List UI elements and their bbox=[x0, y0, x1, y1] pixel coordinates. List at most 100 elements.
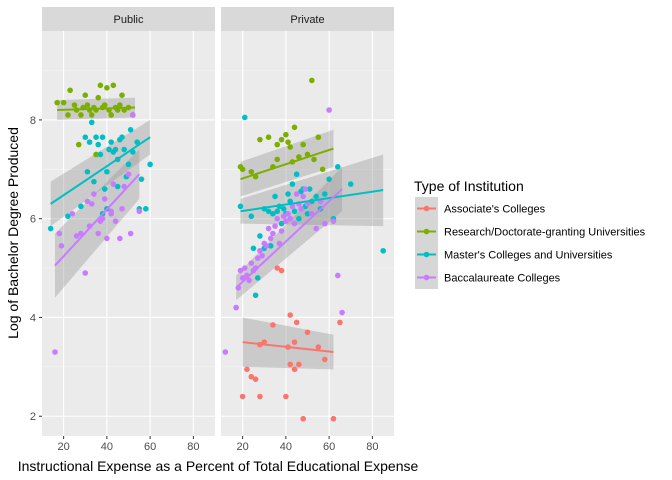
data-point bbox=[330, 218, 337, 224]
data-point bbox=[326, 176, 332, 182]
data-point bbox=[127, 126, 134, 133]
data-point bbox=[254, 255, 261, 261]
legend-key-point bbox=[423, 274, 430, 281]
y-tick-label: 8 bbox=[30, 115, 36, 127]
data-point bbox=[58, 243, 65, 249]
data-point bbox=[69, 210, 76, 217]
data-point bbox=[259, 252, 265, 259]
data-point bbox=[291, 124, 298, 131]
y-tick-label: 4 bbox=[30, 312, 36, 324]
data-point bbox=[130, 112, 136, 118]
data-point bbox=[311, 156, 317, 163]
data-point bbox=[274, 265, 281, 271]
data-point bbox=[250, 245, 257, 252]
data-point bbox=[287, 215, 294, 222]
data-point bbox=[82, 92, 89, 99]
data-point bbox=[136, 208, 143, 215]
data-point bbox=[119, 134, 125, 140]
x-ticks-public: 20 40 60 80 bbox=[58, 436, 200, 453]
data-point bbox=[71, 102, 78, 108]
strip-label-public: Public bbox=[114, 14, 144, 26]
x-tick-label: 40 bbox=[101, 441, 113, 453]
data-point bbox=[110, 181, 117, 187]
confidence-band bbox=[242, 317, 334, 370]
data-point bbox=[138, 176, 145, 182]
data-point bbox=[322, 356, 328, 363]
data-point bbox=[78, 203, 84, 210]
data-point bbox=[143, 206, 149, 212]
data-point bbox=[380, 247, 386, 254]
data-point bbox=[291, 208, 298, 215]
data-point bbox=[313, 193, 319, 200]
data-point bbox=[88, 112, 95, 118]
data-point bbox=[330, 415, 337, 422]
data-point bbox=[285, 139, 291, 145]
fit-line bbox=[50, 136, 151, 205]
points-private bbox=[222, 77, 386, 422]
data-point bbox=[293, 191, 300, 197]
strip-private bbox=[221, 7, 394, 31]
data-point bbox=[257, 136, 263, 143]
data-point bbox=[86, 139, 93, 145]
data-point bbox=[265, 225, 272, 232]
data-point bbox=[313, 225, 319, 232]
data-point bbox=[267, 235, 274, 242]
data-point bbox=[97, 151, 104, 158]
data-point bbox=[337, 319, 343, 326]
data-point bbox=[304, 329, 311, 336]
data-point bbox=[93, 134, 99, 140]
data-point bbox=[101, 186, 108, 192]
panel-public: Public 20 40 60 80 bbox=[42, 7, 215, 453]
data-point bbox=[257, 393, 263, 400]
data-point bbox=[56, 230, 63, 237]
legend-key-point bbox=[423, 251, 430, 258]
confidence-band bbox=[50, 119, 151, 227]
legend-key-point bbox=[423, 228, 430, 235]
legend-label: Baccalaureate Colleges bbox=[444, 273, 561, 285]
data-point bbox=[60, 99, 67, 106]
data-point bbox=[244, 366, 250, 373]
data-point bbox=[75, 141, 82, 148]
data-point bbox=[263, 243, 270, 249]
data-point bbox=[110, 82, 117, 89]
data-point bbox=[347, 181, 354, 187]
data-point bbox=[125, 171, 132, 178]
plot-area-private bbox=[221, 31, 394, 436]
data-point bbox=[296, 215, 302, 222]
x-tick-label: 60 bbox=[323, 441, 335, 453]
data-point bbox=[309, 77, 315, 84]
data-point bbox=[339, 309, 345, 316]
legend-items: Associate's Colleges Research/Doctorate-g… bbox=[415, 197, 646, 289]
data-point bbox=[257, 247, 263, 254]
data-point bbox=[241, 114, 248, 121]
grid-private bbox=[221, 31, 394, 436]
data-point bbox=[114, 183, 121, 190]
data-point bbox=[95, 94, 102, 101]
data-point bbox=[241, 265, 248, 271]
data-point bbox=[291, 339, 298, 345]
data-point bbox=[95, 141, 102, 148]
data-point bbox=[248, 168, 255, 175]
strip-label-private: Private bbox=[290, 14, 324, 26]
data-point bbox=[319, 166, 326, 173]
legend-label: Associate's Colleges bbox=[444, 204, 546, 216]
data-point bbox=[119, 206, 125, 212]
data-point bbox=[104, 235, 110, 242]
data-point bbox=[334, 164, 341, 170]
data-point bbox=[270, 230, 276, 237]
data-point bbox=[119, 92, 125, 99]
data-point bbox=[278, 220, 285, 227]
data-point bbox=[274, 215, 281, 222]
data-point bbox=[82, 134, 89, 140]
data-point bbox=[222, 349, 229, 355]
data-point bbox=[91, 178, 97, 185]
legend-label: Master's Colleges and Universities bbox=[444, 250, 613, 262]
data-point bbox=[106, 146, 112, 153]
panel-private: Private 20 40 60 80 bbox=[221, 7, 394, 453]
data-point bbox=[95, 230, 102, 237]
data-point bbox=[265, 208, 272, 215]
data-point bbox=[99, 134, 106, 140]
data-point bbox=[257, 233, 263, 239]
data-point bbox=[306, 186, 313, 192]
